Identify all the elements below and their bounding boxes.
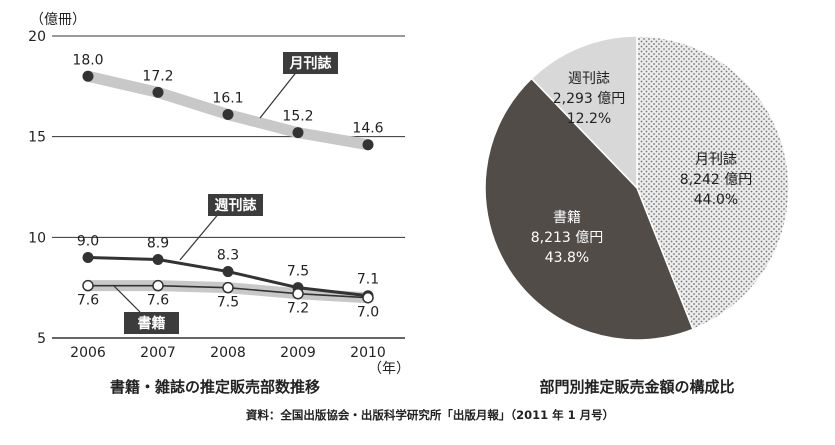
x-tick-label: 2006 — [70, 345, 106, 361]
pie-label-weekly: 週刊誌 2,293 億円 12.2% — [553, 71, 626, 127]
legend-weekly: 週刊誌 — [179, 194, 263, 261]
x-tick-label: 2010 — [350, 345, 386, 361]
pie-books-amount: 8,213 億円 — [531, 230, 604, 246]
data-point — [82, 279, 94, 292]
data-label: 7.0 — [357, 305, 379, 321]
pie-weekly-percent: 12.2% — [567, 111, 611, 127]
data-point — [362, 139, 374, 151]
callout-line-monthly — [259, 69, 299, 119]
line-chart: 20 15 10 5 （億冊） 18.0 17.2 16.1 15.2 14.6 9.0 8.9 8… — [28, 12, 410, 396]
data-label: 7.2 — [287, 301, 309, 317]
x-tick-label: 2007 — [140, 345, 176, 361]
pie-slice-books — [484, 77, 694, 341]
legend-weekly-label: 週刊誌 — [215, 197, 257, 214]
data-label: 7.1 — [357, 272, 379, 288]
pie-books-name: 書籍 — [553, 209, 581, 226]
data-point — [82, 251, 94, 263]
legend-monthly-label: 月刊誌 — [289, 55, 332, 72]
y-axis-ticks: 20 15 10 5 — [28, 29, 46, 347]
data-label: 8.3 — [217, 248, 239, 264]
data-point — [292, 287, 304, 300]
data-label: 14.6 — [352, 121, 383, 137]
callout-line-weekly — [179, 211, 221, 261]
data-point — [152, 86, 164, 98]
legend-books-box — [124, 312, 179, 334]
data-label: 9.0 — [77, 233, 99, 249]
legend-books-label: 書籍 — [138, 315, 166, 332]
data-point — [222, 109, 234, 121]
line-chart-title: 書籍・雑誌の推定販売部数推移 — [110, 378, 320, 396]
pie-chart: 月刊誌 8,242 億円 44.0% 書籍 8,213 億円 43.8% 週刊誌… — [484, 35, 790, 396]
source-note: 資料：全国出版協会・出版科学研究所「出版月報」（2011 年 1 月号） — [246, 408, 614, 422]
pie-label-books: 書籍 8,213 億円 43.8% — [531, 209, 604, 266]
data-label: 15.2 — [282, 109, 313, 125]
data-label: 7.5 — [287, 264, 309, 280]
data-point — [362, 291, 374, 304]
pie-slice-weekly — [530, 35, 638, 190]
pie-label-monthly: 月刊誌 8,242 億円 44.0% — [680, 152, 753, 208]
data-label: 18.0 — [72, 52, 103, 68]
data-label: 17.2 — [142, 68, 173, 84]
data-point — [152, 253, 164, 265]
data-label: 7.6 — [77, 293, 99, 309]
y-axis-label: （億冊） — [30, 12, 86, 28]
pie-monthly-percent: 44.0% — [694, 192, 738, 208]
data-point — [152, 279, 164, 292]
x-axis-ticks: 2006 2007 2008 2009 2010 — [70, 345, 386, 361]
y-tick-label: 10 — [28, 230, 46, 246]
y-tick-label: 20 — [28, 29, 46, 45]
legend-monthly-box — [283, 52, 338, 74]
y-tick-label: 15 — [28, 130, 46, 146]
legend-monthly: 月刊誌 — [259, 52, 338, 119]
data-point — [292, 127, 304, 139]
series-markers — [82, 70, 374, 304]
data-label: 8.9 — [147, 235, 169, 251]
data-label: 7.5 — [217, 295, 239, 311]
pie-weekly-name: 週刊誌 — [568, 71, 610, 87]
pie-slice-monthly — [636, 35, 790, 331]
pie-weekly-amount: 2,293 億円 — [553, 91, 626, 107]
data-labels: 18.0 17.2 16.1 15.2 14.6 9.0 8.9 8.3 7.5 7.1 7.6 7.… — [72, 52, 383, 320]
legend-weekly-box — [208, 194, 263, 216]
pie-slices — [484, 35, 790, 341]
x-tick-label: 2009 — [280, 345, 316, 361]
data-label: 7.6 — [147, 293, 169, 309]
y-tick-label: 5 — [37, 331, 46, 347]
data-label: 16.1 — [212, 91, 243, 107]
data-point — [222, 281, 234, 294]
x-tick-label: 2008 — [210, 345, 246, 361]
pie-books-percent: 43.8% — [545, 250, 589, 266]
pie-monthly-amount: 8,242 億円 — [680, 172, 753, 188]
pie-chart-title: 部門別推定販売金額の構成比 — [539, 378, 734, 396]
data-point — [222, 266, 234, 278]
legend-books: 書籍 — [112, 284, 179, 334]
pie-monthly-name: 月刊誌 — [695, 152, 737, 168]
data-point — [82, 70, 94, 82]
x-axis-unit: （年） — [368, 361, 410, 377]
callout-line-books — [112, 284, 141, 313]
